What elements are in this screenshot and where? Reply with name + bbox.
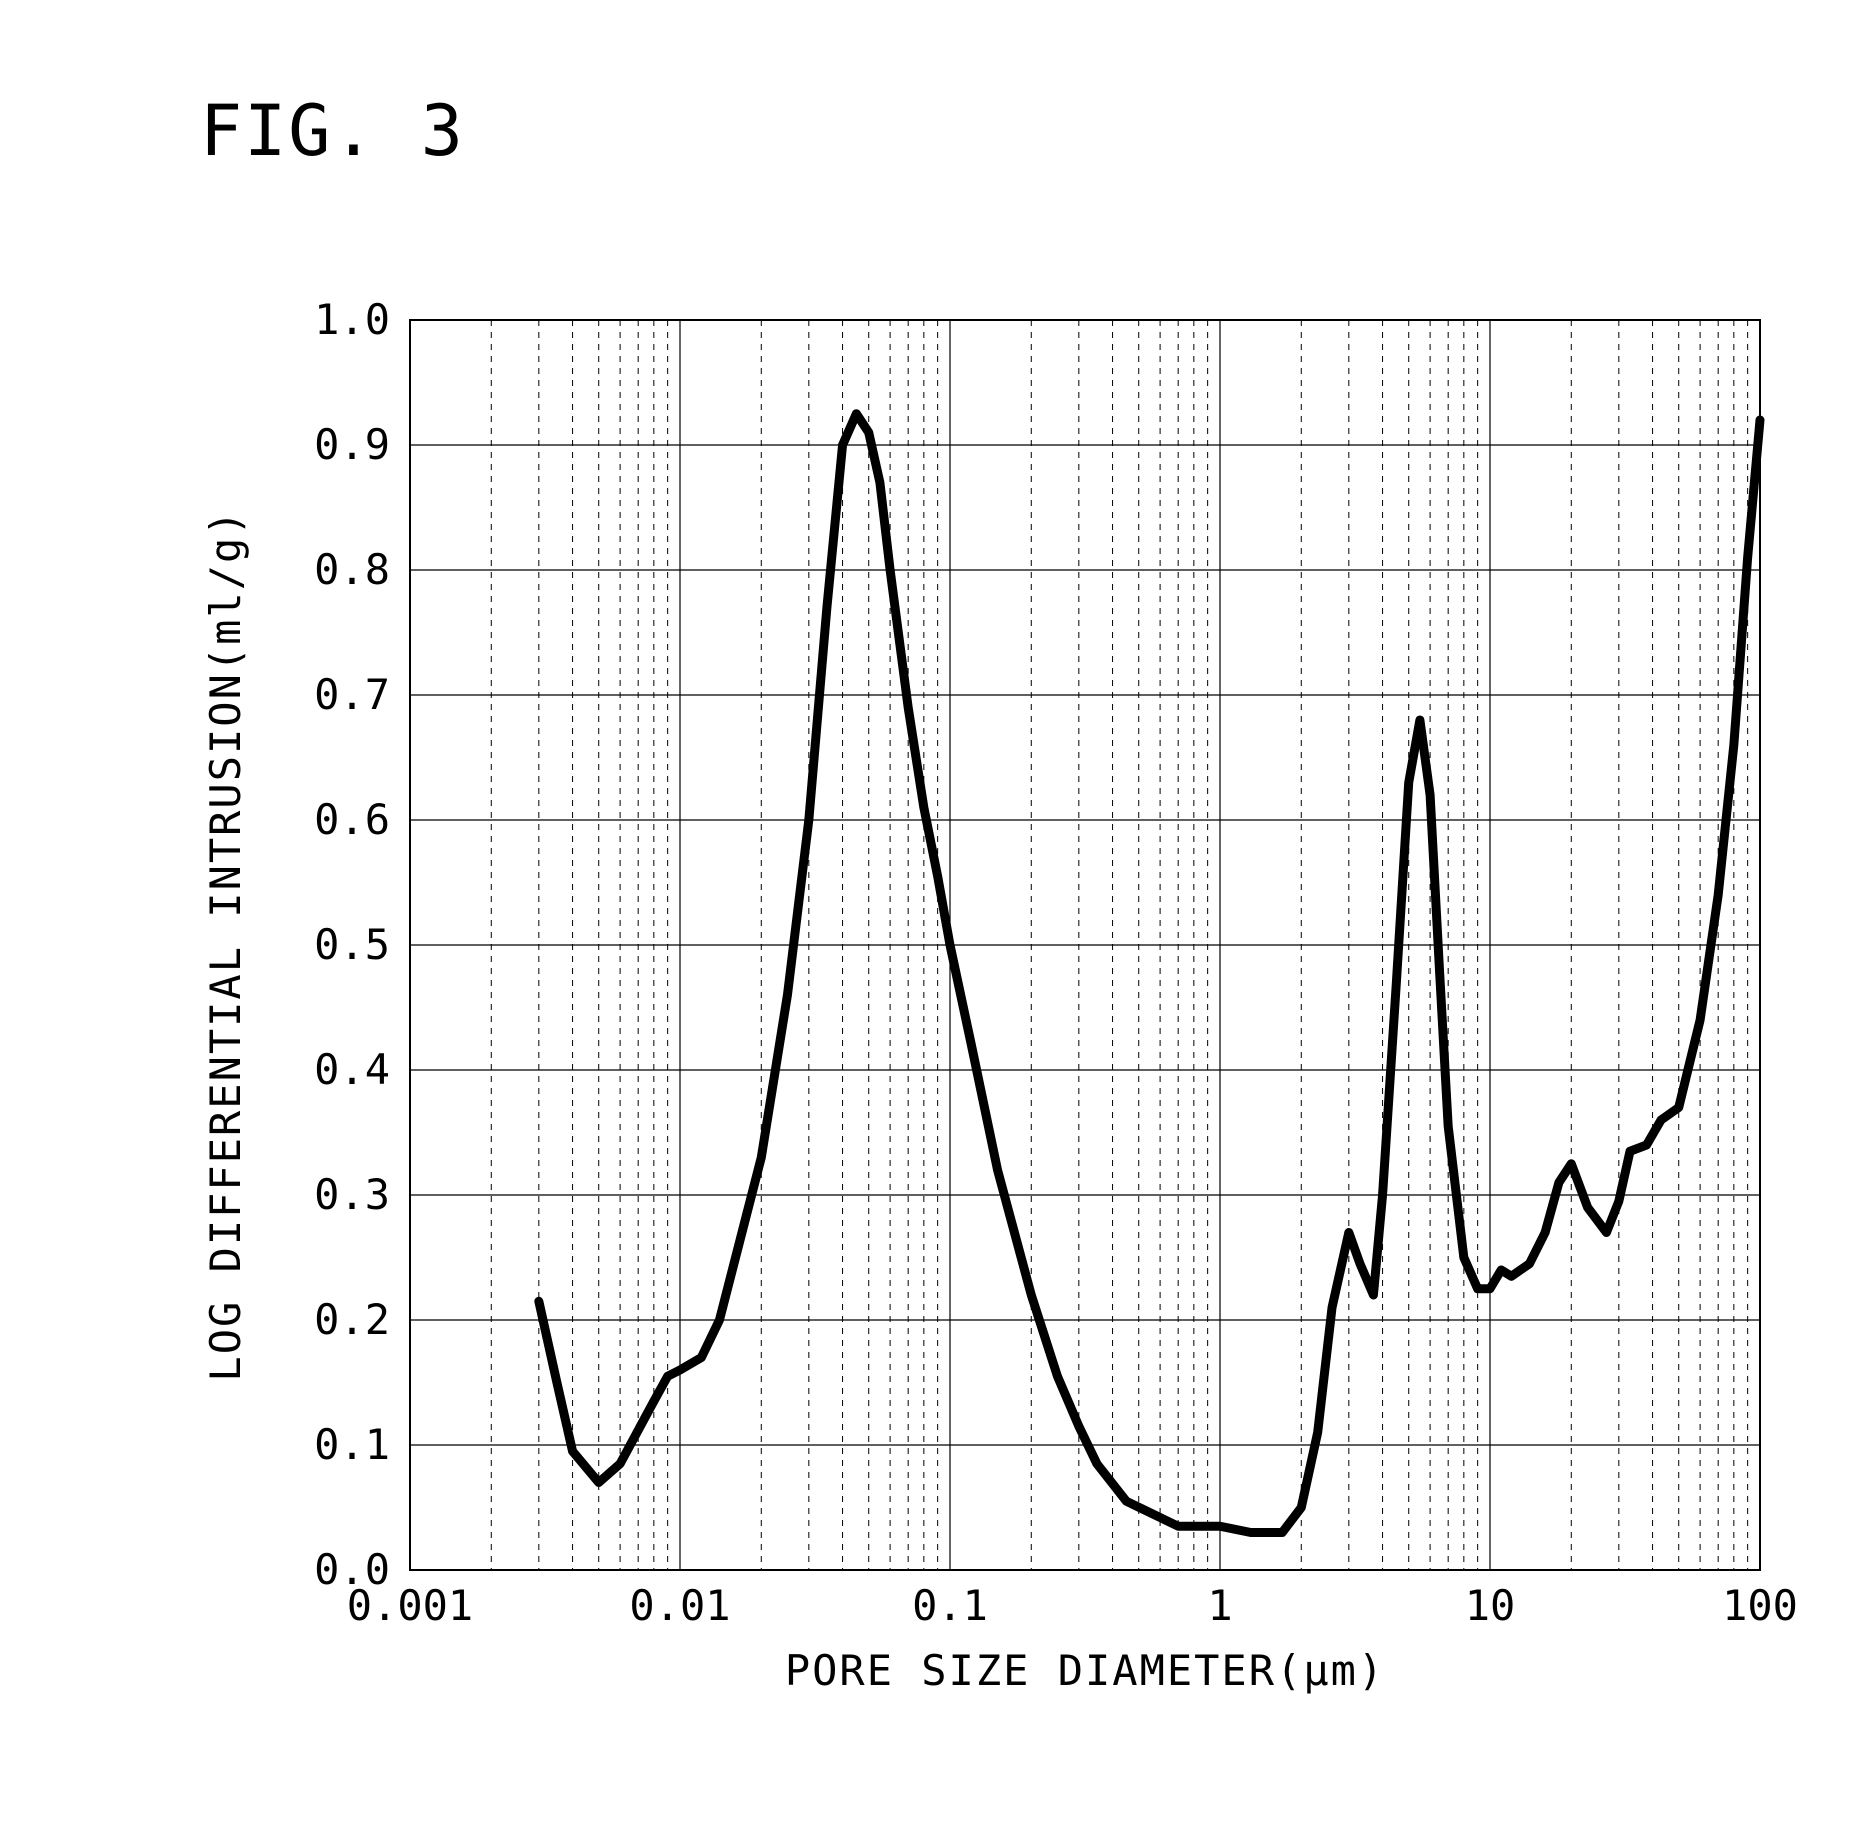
svg-text:0.1: 0.1 (314, 1420, 390, 1469)
svg-text:0.8: 0.8 (314, 545, 390, 594)
svg-text:0.9: 0.9 (314, 420, 390, 469)
svg-text:0.2: 0.2 (314, 1295, 390, 1344)
figure-title: FIG. 3 (200, 90, 465, 172)
intrusion-chart: 0.0010.010.11101000.00.10.20.30.40.50.60… (120, 280, 1840, 1780)
svg-text:0.4: 0.4 (314, 1045, 390, 1094)
svg-text:0.5: 0.5 (314, 920, 390, 969)
page: FIG. 3 0.0010.010.11101000.00.10.20.30.4… (0, 0, 1869, 1832)
svg-text:0.7: 0.7 (314, 670, 390, 719)
svg-text:10: 10 (1465, 1581, 1516, 1630)
svg-text:0.1: 0.1 (912, 1581, 988, 1630)
svg-text:0.6: 0.6 (314, 795, 390, 844)
svg-text:LOG DIFFERENTIAL INTRUSION(ml/: LOG DIFFERENTIAL INTRUSION(ml/g) (201, 508, 250, 1381)
svg-text:0.01: 0.01 (629, 1581, 730, 1630)
svg-text:1: 1 (1207, 1581, 1232, 1630)
svg-text:0.0: 0.0 (314, 1545, 390, 1594)
svg-text:0.3: 0.3 (314, 1170, 390, 1219)
svg-text:100: 100 (1722, 1581, 1798, 1630)
svg-text:PORE SIZE DIAMETER(μm): PORE SIZE DIAMETER(μm) (785, 1646, 1385, 1695)
svg-text:1.0: 1.0 (314, 295, 390, 344)
